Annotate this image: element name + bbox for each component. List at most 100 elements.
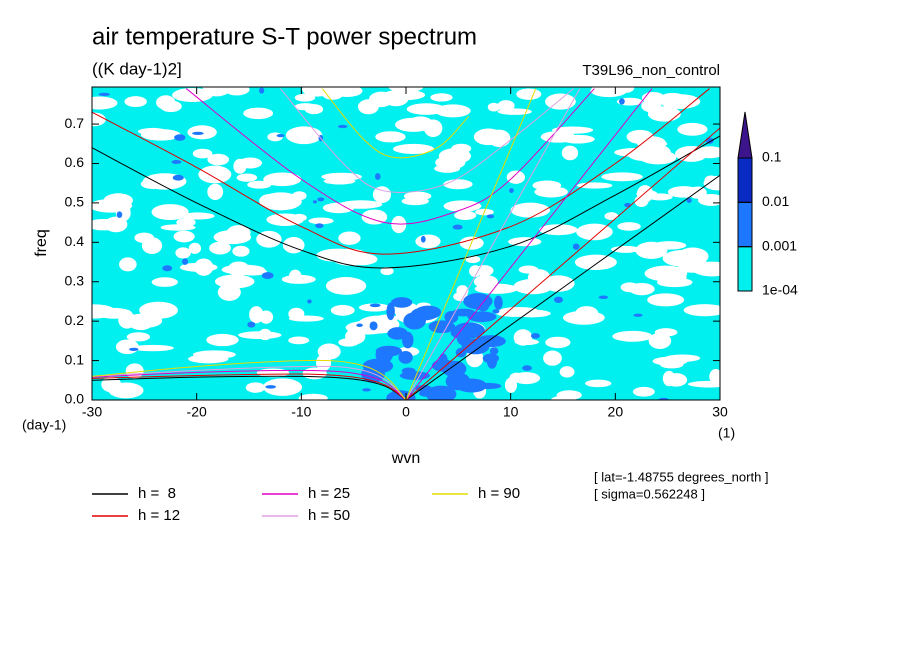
contour-gap [443,179,473,190]
curve-kelvin [405,88,537,400]
contour-gap [214,274,255,289]
contour-gap [125,363,144,379]
contour-gap [657,277,693,288]
contour-gap [380,266,394,276]
y-tick-label: 0.7 [65,115,85,131]
contour-gap [188,242,202,254]
colorbar-band [737,246,753,292]
contour-field [92,87,720,400]
contour-gap [415,234,441,249]
contour-gap [545,93,576,110]
contour-gap [119,257,137,272]
contour-gap [124,96,147,108]
contour-high [486,214,495,219]
contour-gap [126,332,151,342]
contour-gap [543,350,562,366]
contour-gap [151,204,189,221]
contour-gap [372,186,392,204]
contour-gap [259,310,274,324]
contour-gap [454,210,477,220]
contour-gap [198,165,232,184]
contour-high [375,173,381,180]
contour-gap [141,237,163,255]
contour-gap [192,148,213,159]
contour-gap [487,102,500,112]
contour-gap [504,377,518,393]
contour-gap [115,339,139,355]
contour-gap [687,380,720,388]
contour-high [307,299,312,304]
x-tick-label: -10 [291,404,311,420]
curve-kelvin [405,174,720,400]
contour-gap [238,157,263,169]
colorbar-label: 0.1 [762,149,782,165]
contour-high [387,327,408,340]
contour-gap [227,261,250,277]
contour-gap [443,200,482,212]
contour-gap [590,87,628,98]
contour-high [399,371,431,380]
contour-gap [140,178,168,190]
contour-high [658,397,669,400]
contour-gap [361,209,388,225]
contour-gap [140,129,181,141]
contour-gap [213,230,252,245]
contour-gap [382,89,426,101]
legend-label: h = 8 [138,485,176,502]
contour-gap [159,100,182,113]
contour-gap [632,386,655,397]
contour-high [415,385,432,392]
contour-gap [92,304,116,319]
x-unit: (1) [718,425,735,441]
contour-high [192,131,204,136]
contour-gap [574,254,617,270]
contour-high [403,312,426,330]
legend-label: h = 25 [308,485,350,502]
contour-gap [206,333,239,347]
contour-gap [291,213,307,222]
contour-gap [92,112,106,127]
contour-gap [358,303,391,312]
contour-gap [282,237,305,254]
y-axis-label: freq [33,229,50,257]
contour-gap [357,99,379,115]
contour-gap [575,306,599,321]
x-tick-label: -30 [82,404,102,420]
contour-gap [704,175,718,184]
contour-gap [173,230,195,243]
contour-high [624,202,632,208]
contour-high [482,353,499,364]
contour-gap [677,122,708,136]
contour-gap [688,186,707,199]
curve-ig [280,88,574,193]
contour-gap [647,193,673,201]
contour-gap [683,304,720,317]
contour-gap [659,94,701,109]
contour-gap [285,126,323,145]
x-tick-label: 30 [712,404,728,420]
contour-high [261,272,274,280]
contour-high [265,385,277,389]
contour-high [492,309,500,314]
colorbar-band [737,201,753,248]
contour-high [337,124,348,129]
contour-high [456,378,487,393]
contour-gap [561,145,579,161]
contour-gap [539,224,578,236]
contour-high [172,174,184,181]
contour-gap [506,170,526,184]
contour-gap [576,223,613,241]
curve-ig [92,88,710,255]
chart-title: air temperature S-T power spectrum [92,23,477,50]
contour-gap [232,245,250,257]
contour-high [633,313,643,317]
curve-rossby [92,375,407,400]
contour-gap [345,253,378,266]
annotation: [ lat=-1.48755 degrees_north ] [594,469,769,484]
contour-gap [104,216,128,233]
contour-gap [553,187,568,196]
contour-gap [620,282,639,293]
legend-label: h = 50 [308,507,350,524]
contour-gap [662,370,676,387]
contour-gap [516,88,542,100]
